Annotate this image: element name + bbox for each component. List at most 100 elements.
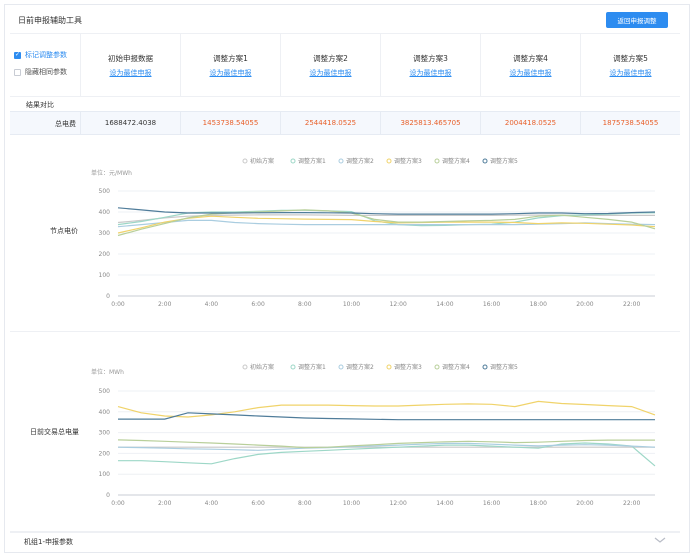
x-tick-label: 4:00 xyxy=(205,301,219,308)
legend-item[interactable]: 调整方案5 xyxy=(482,363,518,371)
x-tick-label: 22:00 xyxy=(623,500,640,507)
legend-item[interactable]: 调整方案4 xyxy=(434,157,470,165)
legend-item[interactable]: 初始方案 xyxy=(242,363,274,371)
legend-item[interactable]: 调整方案3 xyxy=(386,363,422,371)
x-tick-label: 22:00 xyxy=(623,301,640,308)
unit-label: 单位：MWh xyxy=(91,368,124,376)
legend-item[interactable]: 调整方案2 xyxy=(338,363,374,371)
series-line xyxy=(117,207,656,215)
scheme-header-row: ✓ 标记调整参数 隐藏相同参数 初始申报数据 设为最佳申报 调整方案1 设为最佳申报调… xyxy=(10,33,680,97)
set-best-link[interactable]: 设为最佳申报 xyxy=(109,69,152,77)
legend-label: 调整方案3 xyxy=(394,157,422,165)
chevron-down-icon[interactable] xyxy=(654,535,666,545)
legend-marker xyxy=(242,158,248,164)
set-best-link[interactable]: 设为最佳申报 xyxy=(309,69,352,77)
x-tick-label: 0:00 xyxy=(111,301,125,308)
scheme-column: 调整方案4 设为最佳申报 xyxy=(480,34,580,96)
x-tick-label: 16:00 xyxy=(483,500,500,507)
x-tick-label: 6:00 xyxy=(251,500,265,507)
total-cost-row: 总电费 1688472.4038 1453738.54055 2544418.052… xyxy=(10,111,680,135)
unit-params-label: 机组1-申报参数 xyxy=(24,538,73,546)
scheme-name: 初始申报数据 xyxy=(108,54,153,63)
x-tick-label: 12:00 xyxy=(390,301,407,308)
mark-adjusted-option[interactable]: ✓ 标记调整参数 xyxy=(14,50,67,60)
x-tick-label: 10:00 xyxy=(343,500,360,507)
x-tick-label: 16:00 xyxy=(483,301,500,308)
unit-label: 单位：元/MWh xyxy=(91,169,132,177)
y-tick-label: 400 xyxy=(99,409,111,416)
legend-marker xyxy=(290,364,296,370)
app-frame xyxy=(4,4,690,553)
scheme-column: 调整方案2 设为最佳申报 xyxy=(280,34,380,96)
legend-item[interactable]: 调整方案5 xyxy=(482,157,518,165)
x-tick-label: 0:00 xyxy=(111,500,125,507)
total-cost-value: 3825813.465705 xyxy=(380,112,480,134)
unit-params-collapse[interactable]: 机组1-申报参数 xyxy=(10,532,680,551)
scheme-column: 初始申报数据 设为最佳申报 xyxy=(80,34,180,96)
legend-label: 调整方案5 xyxy=(490,157,518,165)
x-tick-label: 14:00 xyxy=(436,500,453,507)
display-options: ✓ 标记调整参数 隐藏相同参数 xyxy=(10,34,80,96)
legend-label: 调整方案4 xyxy=(442,157,470,165)
node-price-chart-block: 节点电价 初始方案 调整方案1 调整方案2 调整方案3 调整方案4 调整方案5 单位：元/M… xyxy=(10,133,680,332)
legend-item[interactable]: 调整方案4 xyxy=(434,363,470,371)
scheme-column: 调整方案5 设为最佳申报 xyxy=(580,34,680,96)
legend-marker xyxy=(290,158,296,164)
scheme-name: 调整方案2 xyxy=(313,54,348,63)
legend-marker xyxy=(242,364,248,370)
legend-label: 初始方案 xyxy=(250,157,274,165)
legend-item[interactable]: 调整方案3 xyxy=(386,157,422,165)
y-tick-label: 500 xyxy=(99,188,111,195)
legend-label: 调整方案2 xyxy=(346,157,374,165)
total-cost-value: 2544418.0525 xyxy=(280,112,380,134)
legend-item[interactable]: 调整方案1 xyxy=(290,157,326,165)
scheme-column: 调整方案1 设为最佳申报 xyxy=(180,34,280,96)
x-tick-label: 12:00 xyxy=(390,500,407,507)
scheme-name: 调整方案1 xyxy=(213,54,248,63)
x-tick-label: 18:00 xyxy=(530,301,547,308)
scheme-name: 调整方案4 xyxy=(513,54,548,63)
y-tick-label: 500 xyxy=(99,388,111,395)
set-best-link[interactable]: 设为最佳申报 xyxy=(209,69,252,77)
legend-marker xyxy=(386,158,392,164)
set-best-link[interactable]: 设为最佳申报 xyxy=(609,69,652,77)
return-adjust-button[interactable]: 返回申报调整 xyxy=(606,12,668,28)
x-tick-label: 10:00 xyxy=(343,301,360,308)
x-tick-label: 20:00 xyxy=(576,500,593,507)
node-price-row-label: 节点电价 xyxy=(50,227,78,235)
set-best-link[interactable]: 设为最佳申报 xyxy=(509,69,552,77)
y-tick-label: 200 xyxy=(99,251,111,258)
y-tick-label: 200 xyxy=(99,450,111,457)
x-tick-label: 18:00 xyxy=(530,500,547,507)
x-tick-label: 4:00 xyxy=(205,500,219,507)
x-tick-label: 14:00 xyxy=(436,301,453,308)
legend-item[interactable]: 调整方案2 xyxy=(338,157,374,165)
series-line xyxy=(117,209,656,237)
legend-marker xyxy=(338,364,344,370)
scheme-name: 调整方案5 xyxy=(613,54,648,63)
series-line xyxy=(117,439,655,449)
x-tick-label: 20:00 xyxy=(576,301,593,308)
series-line xyxy=(118,412,655,421)
legend-label: 调整方案1 xyxy=(298,363,326,371)
y-tick-label: 100 xyxy=(99,272,111,279)
mark-adjusted-label: 标记调整参数 xyxy=(25,51,67,59)
legend-marker xyxy=(482,364,488,370)
mark-adjusted-checkbox[interactable]: ✓ xyxy=(14,51,21,59)
hide-same-checkbox[interactable] xyxy=(14,68,21,76)
hide-same-label: 隐藏相同参数 xyxy=(25,68,67,76)
y-tick-label: 0 xyxy=(106,293,110,300)
node-price-chart: 初始方案 调整方案1 调整方案2 调整方案3 调整方案4 调整方案5 单位：元/MWh 0 10… xyxy=(91,157,656,308)
y-tick-label: 300 xyxy=(99,230,111,237)
total-cost-value: 1875738.54055 xyxy=(580,112,680,134)
hide-same-option[interactable]: 隐藏相同参数 xyxy=(14,67,67,77)
legend-item[interactable]: 初始方案 xyxy=(242,157,274,165)
series-line xyxy=(117,400,656,418)
legend-label: 调整方案5 xyxy=(490,363,518,371)
total-cost-value: 2004418.0525 xyxy=(480,112,580,134)
legend-item[interactable]: 调整方案1 xyxy=(290,363,326,371)
set-best-link[interactable]: 设为最佳申报 xyxy=(409,69,452,77)
total-cost-value: 1453738.54055 xyxy=(180,112,280,134)
series-line xyxy=(117,215,656,234)
trade-volume-chart: 初始方案 调整方案1 调整方案2 调整方案3 调整方案4 调整方案5 单位：MWh 0 100 2… xyxy=(91,363,656,507)
